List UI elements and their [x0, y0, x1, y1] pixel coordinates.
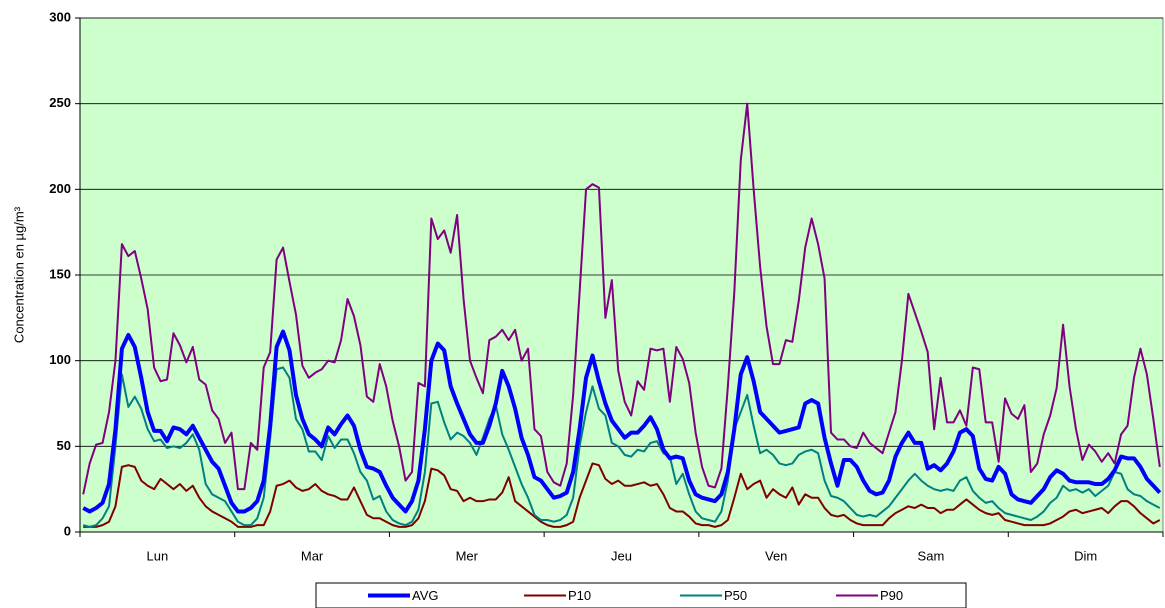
x-tick-label: Mar	[301, 548, 324, 563]
y-tick-label: 200	[49, 181, 71, 196]
x-tick-label: Ven	[765, 548, 787, 563]
y-axis-title: Concentration en µg/m³	[11, 206, 26, 343]
series-line	[82, 366, 1161, 528]
y-tick-label: 100	[49, 352, 71, 367]
legend-label: P90	[880, 588, 903, 603]
legend-label: AVG	[412, 588, 439, 603]
y-tick-label: 250	[49, 95, 71, 110]
series-line	[82, 329, 1162, 514]
series-line	[82, 102, 1161, 495]
legend-label: P50	[724, 588, 747, 603]
y-tick-label: 150	[49, 266, 71, 281]
y-tick-label: 300	[49, 9, 71, 24]
series-line	[83, 462, 1161, 528]
x-tick-label: Mer	[456, 548, 479, 563]
y-tick-label: 50	[57, 438, 71, 453]
legend: AVG P10 P50 P90	[315, 582, 967, 608]
x-tick-label: Lun	[147, 548, 169, 563]
x-tick-label: Sam	[918, 548, 945, 563]
x-tick-label: Dim	[1074, 548, 1097, 563]
legend-label: P10	[568, 588, 591, 603]
x-tick-label: Jeu	[611, 548, 632, 563]
y-tick-label: 0	[64, 523, 71, 538]
